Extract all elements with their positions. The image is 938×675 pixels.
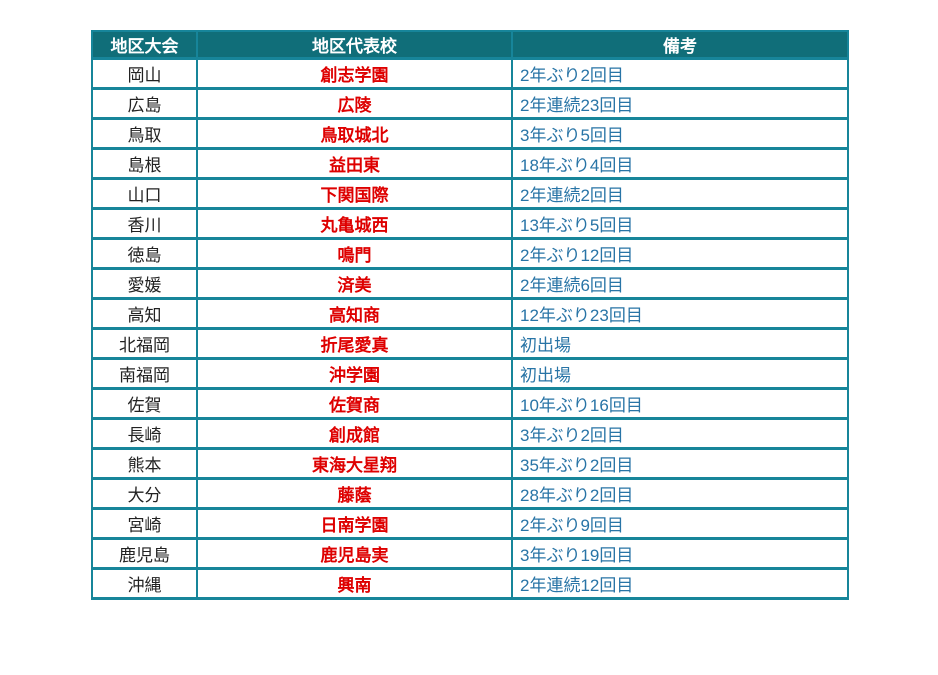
note-cell: 初出場 (511, 327, 849, 360)
table-row: 愛媛 済美 2年連続6回目 (91, 267, 849, 300)
school-cell: 日南学園 (196, 507, 513, 540)
table-row: 北福岡 折尾愛真 初出場 (91, 327, 849, 360)
note-cell: 2年連続12回目 (511, 567, 849, 600)
table-row: 鳥取 鳥取城北 3年ぶり5回目 (91, 117, 849, 150)
school-cell: 鹿児島実 (196, 537, 513, 570)
table-row: 長崎 創成館 3年ぶり2回目 (91, 417, 849, 450)
school-cell: 創成館 (196, 417, 513, 450)
table-body: 岡山 創志学園 2年ぶり2回目 広島 広陵 2年連続23回目 鳥取 鳥取城北 3年ぶり5回目 島根… (91, 57, 849, 600)
note-cell: 2年ぶり9回目 (511, 507, 849, 540)
table-row: 徳島 鳴門 2年ぶり12回目 (91, 237, 849, 270)
table-row: 大分 藤蔭 28年ぶり2回目 (91, 477, 849, 510)
school-cell: 沖学園 (196, 357, 513, 390)
region-cell: 岡山 (91, 57, 198, 90)
regional-representatives-table: 地区大会 地区代表校 備考 岡山 創志学園 2年ぶり2回目 広島 広陵 2年連続23回目鳥… (91, 30, 849, 600)
region-cell: 熊本 (91, 447, 198, 480)
school-cell: 東海大星翔 (196, 447, 513, 480)
note-cell: 18年ぶり4回目 (511, 147, 849, 180)
table-row: 沖縄 興南 2年連続12回目 (91, 567, 849, 600)
note-cell: 3年ぶり5回目 (511, 117, 849, 150)
note-cell: 13年ぶり5回目 (511, 207, 849, 240)
table-row: 南福岡 沖学園 初出場 (91, 357, 849, 390)
table-row: 山口 下関国際 2年連続2回目 (91, 177, 849, 210)
table-row: 鹿児島 鹿児島実 3年ぶり19回目 (91, 537, 849, 570)
region-cell: 長崎 (91, 417, 198, 450)
note-cell: 12年ぶり23回目 (511, 297, 849, 330)
region-cell: 高知 (91, 297, 198, 330)
region-cell: 鹿児島 (91, 537, 198, 570)
region-cell: 香川 (91, 207, 198, 240)
school-cell: 興南 (196, 567, 513, 600)
school-cell: 益田東 (196, 147, 513, 180)
note-cell: 初出場 (511, 357, 849, 390)
region-cell: 大分 (91, 477, 198, 510)
region-cell: 愛媛 (91, 267, 198, 300)
table-row: 高知 高知商 12年ぶり23回目 (91, 297, 849, 330)
note-cell: 2年連続23回目 (511, 87, 849, 120)
region-cell: 山口 (91, 177, 198, 210)
note-cell: 2年連続6回目 (511, 267, 849, 300)
note-cell: 3年ぶり2回目 (511, 417, 849, 450)
region-cell: 鳥取 (91, 117, 198, 150)
region-cell: 広島 (91, 87, 198, 120)
table-row: 宮崎 日南学園 2年ぶり9回目 (91, 507, 849, 540)
note-cell: 2年連続2回目 (511, 177, 849, 210)
school-cell: 折尾愛真 (196, 327, 513, 360)
table-row: 佐賀 佐賀商 10年ぶり16回目 (91, 387, 849, 420)
header-cell-school: 地区代表校 (196, 30, 513, 60)
header-row: 地区大会 地区代表校 備考 (91, 30, 849, 60)
region-cell: 佐賀 (91, 387, 198, 420)
table-row: 岡山 創志学園 2年ぶり2回目 (91, 57, 849, 90)
table-row: 島根 益田東 18年ぶり4回目 (91, 147, 849, 180)
header-cell-note: 備考 (511, 30, 849, 60)
school-cell: 済美 (196, 267, 513, 300)
school-cell: 藤蔭 (196, 477, 513, 510)
table-header: 地区大会 地区代表校 備考 (91, 30, 849, 60)
note-cell: 28年ぶり2回目 (511, 477, 849, 510)
region-cell: 宮崎 (91, 507, 198, 540)
region-cell: 沖縄 (91, 567, 198, 600)
header-cell-region: 地区大会 (91, 30, 198, 60)
school-cell: 丸亀城西 (196, 207, 513, 240)
school-cell: 下関国際 (196, 177, 513, 210)
note-cell: 35年ぶり2回目 (511, 447, 849, 480)
note-cell: 10年ぶり16回目 (511, 387, 849, 420)
school-cell: 佐賀商 (196, 387, 513, 420)
note-cell: 2年ぶり12回目 (511, 237, 849, 270)
region-cell: 島根 (91, 147, 198, 180)
school-cell: 鳥取城北 (196, 117, 513, 150)
school-cell: 高知商 (196, 297, 513, 330)
school-cell: 創志学園 (196, 57, 513, 90)
school-cell: 広陵 (196, 87, 513, 120)
table-row: 香川 丸亀城西 13年ぶり5回目 (91, 207, 849, 240)
school-cell: 鳴門 (196, 237, 513, 270)
note-cell: 2年ぶり2回目 (511, 57, 849, 90)
table-row: 広島 広陵 2年連続23回目 (91, 87, 849, 120)
region-cell: 北福岡 (91, 327, 198, 360)
table-row: 熊本 東海大星翔 35年ぶり2回目 (91, 447, 849, 480)
region-cell: 徳島 (91, 237, 198, 270)
region-cell: 南福岡 (91, 357, 198, 390)
note-cell: 3年ぶり19回目 (511, 537, 849, 570)
